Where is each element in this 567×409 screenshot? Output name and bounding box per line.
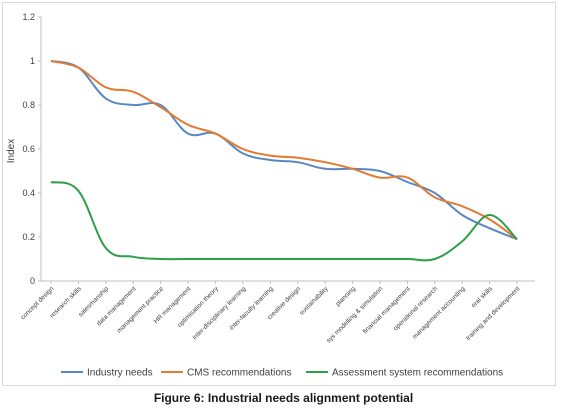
x-tick-label: training and development: [465, 285, 522, 342]
series-line-3: [50, 181, 518, 262]
legend: Industry needs CMS recommendations Assessm…: [61, 368, 503, 379]
figure-caption: Figure 6: Industrial needs alignment pot…: [153, 391, 414, 405]
x-tick-label: sys modelling & simulation: [325, 285, 384, 344]
chart-frame: 0 0.2 0.4 0.6 0.8 1 1.2 concept design research…: [2, 2, 556, 386]
x-tick-label: management practice: [116, 285, 165, 334]
x-tick-label: planning: [335, 285, 358, 308]
y-tick-label: 0: [30, 276, 35, 286]
y-tick-label: 0.2: [22, 232, 35, 242]
x-tick-label: inter-disciplinary learning: [192, 285, 248, 341]
series-line-1: [50, 60, 518, 241]
series-lines: [50, 60, 518, 262]
legend-label: Industry needs: [87, 368, 153, 379]
x-tick-label: oral skills: [470, 285, 494, 309]
y-axis-label: Index: [6, 139, 17, 163]
y-tick-labels: 0 0.2 0.4 0.6 0.8 1 1.2: [22, 12, 35, 286]
legend-label: Assessment system recommendations: [332, 368, 503, 379]
axes: [38, 16, 535, 284]
legend-label: CMS recommendations: [187, 368, 291, 379]
y-tick-label: 0.8: [22, 100, 35, 110]
x-tick-label: financial management: [362, 285, 412, 335]
y-tick-label: 0.4: [22, 188, 35, 198]
y-tick-label: 0.6: [22, 144, 35, 154]
y-tick-label: 1.2: [22, 12, 35, 22]
series-line-2: [50, 60, 518, 241]
x-tick-label: sustainability: [298, 285, 330, 317]
line-chart: 0 0.2 0.4 0.6 0.8 1 1.2 concept designresearch…: [6, 12, 535, 379]
y-tick-label: 1: [30, 56, 35, 66]
x-tick-label: management accounting: [411, 285, 467, 341]
